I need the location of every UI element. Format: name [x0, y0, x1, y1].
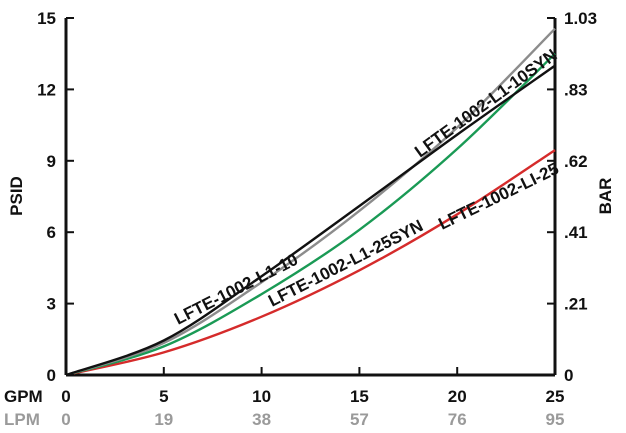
y-left-tick-label: 12 [37, 80, 56, 99]
x-lpm-tick-label: 76 [448, 410, 467, 429]
y-left-tick-label: 9 [47, 152, 56, 171]
x-gpm-tick-label: 20 [448, 387, 467, 406]
x-gpm-tick-label: 25 [546, 387, 565, 406]
x-axis-lpm-title: LPM [4, 410, 40, 429]
x-lpm-tick-label: 0 [61, 410, 70, 429]
y-left-tick-label: 15 [37, 9, 56, 28]
y-left-tick-label: 3 [47, 295, 56, 314]
x-lpm-tick-label: 19 [154, 410, 173, 429]
x-lpm-tick-label: 38 [252, 410, 271, 429]
axes [64, 18, 557, 377]
y-left-tick-label: 6 [47, 223, 56, 242]
series-line-1 [65, 64, 556, 377]
curves [65, 27, 556, 377]
x-gpm-tick-label: 0 [61, 387, 70, 406]
series-label-2: LFTE-1002-L1-10SYN [411, 45, 561, 161]
tick-labels: 0 3 6 9 12 15 0 .21 .41 .62 .83 1.03 0 5 10 15 20 25 0 19 38… [37, 9, 597, 429]
series-label-4: LFTE-1002-LI-25 [435, 159, 561, 234]
y-axis-right-title: BAR [596, 178, 615, 215]
x-lpm-tick-label: 57 [350, 410, 369, 429]
y-left-tick-label: 0 [47, 366, 56, 385]
y-right-tick-label: 0 [564, 366, 573, 385]
y-right-tick-label: .62 [564, 152, 588, 171]
x-gpm-tick-label: 10 [252, 387, 271, 406]
x-gpm-tick-label: 15 [350, 387, 369, 406]
y-axis-left-title: PSID [7, 176, 26, 216]
x-axis-gpm-title: GPM [4, 387, 43, 406]
y-right-tick-label: .21 [564, 295, 588, 314]
x-lpm-tick-label: 95 [546, 410, 565, 429]
series-line-3 [65, 52, 556, 377]
y-right-tick-label: .41 [564, 223, 588, 242]
series-line-4 [65, 149, 556, 377]
curve-labels: LFTE-1002-L1-10LFTE-1002-L1-10SYNLFTE-10… [171, 45, 562, 328]
x-gpm-tick-label: 5 [159, 387, 168, 406]
y-right-tick-label: .83 [564, 80, 588, 99]
series-line-2 [65, 27, 556, 377]
y-right-tick-label: 1.03 [564, 9, 597, 28]
